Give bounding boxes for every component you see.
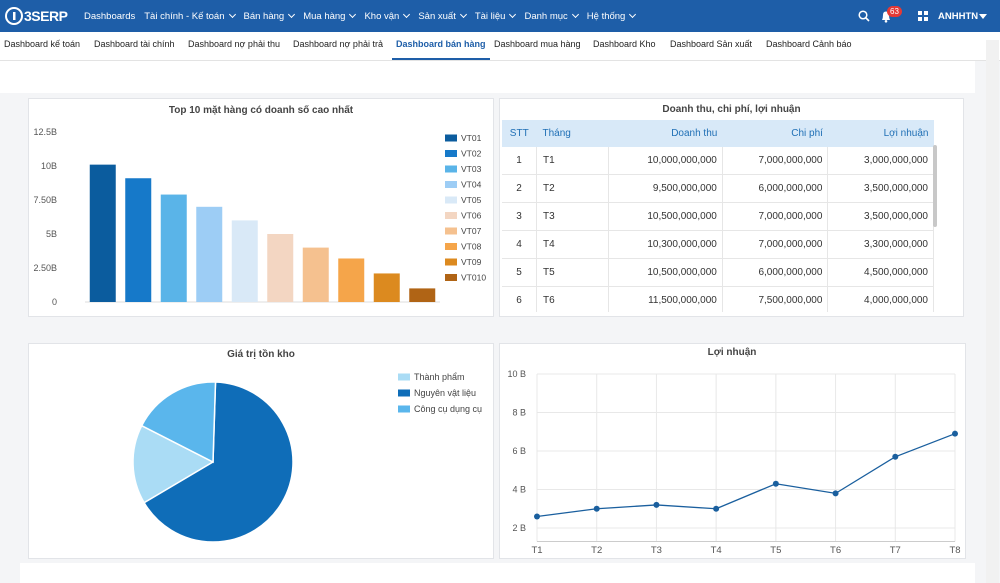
table-row: 2 T2 9,500,000,000 6,000,000,000 3,500,000,0… bbox=[502, 174, 934, 203]
menu-label[interactable]: Danh mục bbox=[524, 10, 568, 22]
menu-label[interactable]: Bán hàng bbox=[243, 10, 285, 22]
table-cell: 10,000,000,000 bbox=[608, 147, 723, 175]
table-row: 5 T5 10,500,000,000 6,000,000,000 4,500,000,… bbox=[502, 258, 934, 287]
dropdown-caret[interactable] bbox=[349, 10, 357, 19]
user-caret[interactable] bbox=[979, 14, 987, 19]
column-header: STT bbox=[502, 120, 537, 147]
dropdown-caret[interactable] bbox=[629, 10, 637, 19]
table-cell: T6 bbox=[536, 286, 609, 312]
table-cell: 1 bbox=[502, 147, 537, 175]
table-row: 3 T3 10,500,000,000 7,000,000,000 3,500,000,… bbox=[502, 202, 934, 231]
table-row: 6 T6 11,500,000,000 7,500,000,000 4,000,000,… bbox=[502, 286, 934, 312]
tab[interactable]: Dashboard kế toán bbox=[4, 39, 81, 49]
tab[interactable]: Dashboard nợ phải thu bbox=[188, 39, 280, 49]
table-cell: 3,500,000,000 bbox=[827, 174, 934, 203]
table-panel: Doanh thu, chi phí, lợi nhuận STT Tháng Do… bbox=[499, 98, 964, 317]
table-row: 1 T1 10,000,000,000 7,000,000,000 3,000,000,… bbox=[502, 147, 934, 175]
menu-label[interactable]: Mua hàng bbox=[303, 10, 346, 22]
table-cell: 5 bbox=[502, 258, 537, 287]
header-row: STT Tháng Doanh thu Chi phí Lợi nhuận bbox=[502, 120, 934, 147]
table-cell: 3,300,000,000 bbox=[827, 230, 934, 259]
table-cell: 7,000,000,000 bbox=[722, 230, 829, 259]
menu-label[interactable]: Sản xuất bbox=[418, 10, 456, 22]
table-cell: 7,500,000,000 bbox=[722, 286, 829, 312]
tab[interactable]: Dashboard mua hàng bbox=[494, 39, 581, 49]
menu-item[interactable]: Hệ thống bbox=[586, 10, 637, 22]
tab[interactable]: Dashboard nợ phải trả bbox=[293, 39, 383, 49]
tab[interactable]: Dashboard tài chính bbox=[94, 39, 175, 49]
panel bbox=[499, 343, 966, 559]
table-cell: T2 bbox=[536, 174, 609, 203]
menu-item[interactable]: Bán hàng bbox=[243, 10, 296, 22]
table-cell: 3,000,000,000 bbox=[827, 147, 934, 175]
menu-item[interactable]: Kho vận bbox=[364, 10, 411, 22]
menu-item[interactable]: Tài chính - Kế toán bbox=[144, 10, 236, 22]
dropdown-caret[interactable] bbox=[509, 10, 517, 19]
dropdown-caret[interactable] bbox=[228, 10, 236, 19]
table-cell: 10,500,000,000 bbox=[608, 202, 723, 231]
menu-label[interactable]: Tài chính - Kế toán bbox=[144, 10, 225, 22]
menu-item[interactable]: Dashboards bbox=[84, 11, 135, 22]
column-header: Doanh thu bbox=[608, 120, 723, 147]
page-scrollbar[interactable] bbox=[986, 40, 999, 583]
table-cell: 4,000,000,000 bbox=[827, 286, 934, 312]
menu-label[interactable]: Dashboards bbox=[84, 10, 136, 22]
column-header: Tháng bbox=[536, 120, 609, 147]
menu-item[interactable]: Danh mục bbox=[524, 10, 579, 22]
search-icon[interactable] bbox=[858, 10, 870, 22]
apps-icon[interactable] bbox=[918, 11, 928, 21]
menu-item[interactable]: Mua hàng bbox=[303, 10, 357, 22]
dropdown-caret[interactable] bbox=[288, 10, 296, 19]
table-cell: 4 bbox=[502, 230, 537, 259]
table: STT Tháng Doanh thu Chi phí Lợi nhuận 1 T1 10,0… bbox=[502, 120, 934, 312]
table-cell: 6,000,000,000 bbox=[722, 258, 829, 287]
table-cell: 4,500,000,000 bbox=[827, 258, 934, 287]
table-cell: 6,000,000,000 bbox=[722, 174, 829, 203]
tab[interactable]: Dashboard Sản xuất bbox=[670, 39, 753, 49]
panel bbox=[28, 343, 494, 559]
notification-badge[interactable]: 63 bbox=[887, 6, 902, 17]
table-cell: T3 bbox=[536, 202, 609, 231]
table-row: 4 T4 10,300,000,000 7,000,000,000 3,300,000,… bbox=[502, 230, 934, 259]
table-cell: 10,500,000,000 bbox=[608, 258, 723, 287]
logo[interactable]: 3SERP bbox=[24, 8, 68, 24]
table-cell: T5 bbox=[536, 258, 609, 287]
dropdown-caret[interactable] bbox=[459, 10, 467, 19]
table-cell: T4 bbox=[536, 230, 609, 259]
panel bbox=[28, 98, 494, 317]
table-cell: 3 bbox=[502, 202, 537, 231]
column-header: Lợi nhuận bbox=[827, 120, 934, 147]
scrollbar[interactable] bbox=[933, 145, 937, 227]
toolbar-strip bbox=[0, 61, 975, 93]
tab[interactable]: Dashboard Kho bbox=[593, 39, 656, 49]
table-cell: 10,300,000,000 bbox=[608, 230, 723, 259]
tab[interactable]: Dashboard bán hàng bbox=[392, 32, 490, 60]
table-cell: 11,500,000,000 bbox=[608, 286, 723, 312]
table-cell: 7,000,000,000 bbox=[722, 202, 829, 231]
panel bbox=[20, 563, 975, 583]
top-nav: 3SERP Dashboards Tài chính - Kế toán Bán h… bbox=[0, 0, 1000, 32]
user-menu[interactable]: ANHHTN bbox=[938, 11, 979, 22]
menu-label[interactable]: Tài liệu bbox=[474, 10, 506, 22]
table-wrap: STT Tháng Doanh thu Chi phí Lợi nhuận 1 T1 10,0… bbox=[502, 120, 934, 312]
menu-label[interactable]: Kho vận bbox=[364, 10, 400, 22]
table-title: Doanh thu, chi phí, lợi nhuận bbox=[662, 104, 801, 115]
table-cell: 2 bbox=[502, 174, 537, 203]
table-cell: 9,500,000,000 bbox=[608, 174, 723, 203]
tab[interactable]: Dashboard Cảnh báo bbox=[766, 39, 852, 49]
column-header: Chi phí bbox=[722, 120, 828, 147]
table-cell: 3,500,000,000 bbox=[827, 202, 934, 231]
table-cell: 6 bbox=[502, 286, 537, 312]
dropdown-caret[interactable] bbox=[571, 10, 579, 19]
dropdown-caret[interactable] bbox=[403, 10, 411, 19]
table-cell: T1 bbox=[536, 147, 609, 175]
tab-bar: Dashboard kế toán Dashboard tài chính Dash… bbox=[0, 32, 1000, 61]
logo-icon bbox=[5, 7, 23, 25]
menu-item[interactable]: Tài liệu bbox=[474, 10, 517, 22]
menu-item[interactable]: Sản xuất bbox=[418, 10, 467, 22]
menu: Dashboards Tài chính - Kế toán Bán hàng Mua… bbox=[84, 0, 644, 32]
table-cell: 7,000,000,000 bbox=[722, 147, 829, 175]
menu-label[interactable]: Hệ thống bbox=[586, 10, 626, 22]
